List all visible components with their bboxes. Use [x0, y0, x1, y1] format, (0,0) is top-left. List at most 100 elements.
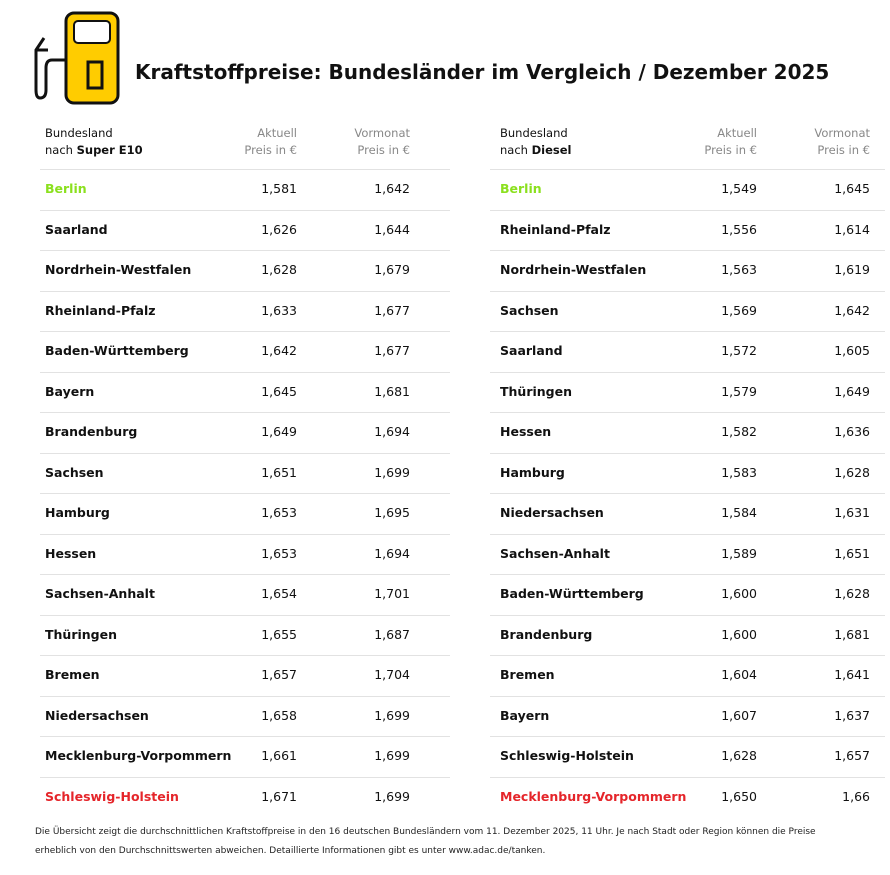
price-previous: 1,699: [374, 707, 410, 723]
state-name: Schleswig-Holstein: [500, 748, 634, 763]
price-current: 1,658: [261, 707, 297, 723]
state-name: Rheinland-Pfalz: [45, 302, 156, 318]
row-separator: [40, 776, 450, 778]
row-separator: [490, 736, 885, 737]
price-previous: 1,657: [834, 748, 870, 763]
price-current: 1,653: [261, 505, 297, 520]
price-current: 1,549: [721, 181, 757, 196]
price-previous: 1,694: [374, 424, 410, 439]
row-separator: [40, 169, 450, 170]
column-header: Aktuell Preis in €: [217, 125, 297, 159]
price-current: 1,650: [721, 788, 757, 804]
header-bold: Super E10: [76, 143, 143, 157]
price-previous: 1,636: [834, 424, 870, 439]
header-line: nach: [500, 143, 528, 157]
row-separator: [40, 290, 450, 292]
price-previous: 1,699: [374, 748, 410, 763]
state-name: Bayern: [500, 707, 550, 723]
price-current: 1,653: [261, 545, 297, 561]
fuel-icon: [34, 11, 120, 105]
state-name: Sachsen: [45, 464, 104, 480]
state-name: Brandenburg: [500, 626, 593, 642]
price-current: 1,607: [721, 707, 757, 723]
header-line: Aktuell: [717, 126, 757, 140]
header-bold: Diesel: [531, 143, 572, 157]
price-previous: 1,687: [374, 626, 410, 642]
row-separator: [40, 695, 450, 697]
price-current: 1,589: [721, 545, 757, 561]
price-current: 1,649: [261, 424, 297, 439]
price-previous: 1,619: [834, 262, 870, 277]
price-previous: 1,695: [374, 505, 410, 520]
price-current: 1,633: [261, 302, 297, 318]
state-name: Mecklenburg-Vorpommern: [500, 788, 687, 804]
price-previous: 1,681: [834, 626, 870, 642]
state-name: Hessen: [500, 424, 552, 439]
row-separator: [490, 412, 885, 413]
state-name: Saarland: [45, 221, 108, 237]
row-separator: [40, 655, 450, 656]
state-name: Niedersachsen: [45, 707, 149, 723]
header-line: Preis in €: [817, 143, 870, 157]
price-previous: 1,681: [374, 383, 410, 399]
header-line: Preis in €: [357, 143, 410, 157]
header-line: Bundesland: [500, 126, 568, 140]
column-header: Bundesland nach Diesel: [500, 125, 571, 159]
row-separator: [40, 412, 450, 413]
row-separator: [490, 331, 885, 332]
state-name: Sachsen: [500, 302, 559, 318]
price-previous: 1,637: [834, 707, 870, 723]
price-current: 1,584: [721, 505, 757, 520]
state-name: Brandenburg: [45, 424, 138, 439]
row-separator: [490, 574, 885, 575]
state-name: Baden-Württemberg: [45, 343, 189, 358]
price-current: 1,628: [261, 262, 297, 277]
price-current: 1,569: [721, 302, 757, 318]
price-previous: 1,699: [374, 464, 410, 480]
header-line: nach: [45, 143, 73, 157]
price-current: 1,654: [261, 586, 297, 601]
header-line: Preis in €: [244, 143, 297, 157]
price-previous: 1,614: [834, 221, 870, 237]
price-current: 1,661: [261, 748, 297, 763]
header-line: Vormonat: [814, 126, 870, 140]
state-name: Bayern: [45, 383, 95, 399]
row-separator: [40, 331, 450, 332]
row-separator: [490, 250, 885, 251]
price-current: 1,657: [261, 667, 297, 682]
state-name: Berlin: [45, 181, 87, 196]
price-current: 1,579: [721, 383, 757, 399]
price-previous: 1,66: [842, 788, 870, 804]
row-separator: [490, 776, 885, 778]
row-separator: [490, 655, 885, 656]
price-previous: 1,677: [374, 343, 410, 358]
price-current: 1,628: [721, 748, 757, 763]
price-current: 1,600: [721, 626, 757, 642]
title: Kraftstoffpreise: Bundesländer im Vergle…: [135, 60, 830, 84]
row-separator: [490, 614, 885, 616]
row-separator: [40, 736, 450, 737]
row-separator: [490, 290, 885, 292]
state-name: Bremen: [500, 667, 555, 682]
price-current: 1,563: [721, 262, 757, 277]
price-current: 1,671: [261, 788, 297, 804]
column-header: Bundesland nach Super E10: [45, 125, 143, 159]
row-separator: [40, 493, 450, 494]
row-separator: [490, 169, 885, 170]
price-previous: 1,642: [374, 181, 410, 196]
row-separator: [490, 452, 885, 454]
price-previous: 1,605: [834, 343, 870, 358]
state-name: Thüringen: [500, 383, 572, 399]
price-current: 1,582: [721, 424, 757, 439]
price-current: 1,583: [721, 464, 757, 480]
row-separator: [490, 209, 885, 211]
row-separator: [40, 452, 450, 454]
column-header: Aktuell Preis in €: [677, 125, 757, 159]
price-previous: 1,677: [374, 302, 410, 318]
price-current: 1,556: [721, 221, 757, 237]
price-previous: 1,699: [374, 788, 410, 804]
price-previous: 1,651: [834, 545, 870, 561]
state-name: Mecklenburg-Vorpommern: [45, 748, 232, 763]
footnote: Die Übersicht zeigt die durchschnittlich…: [35, 827, 816, 856]
